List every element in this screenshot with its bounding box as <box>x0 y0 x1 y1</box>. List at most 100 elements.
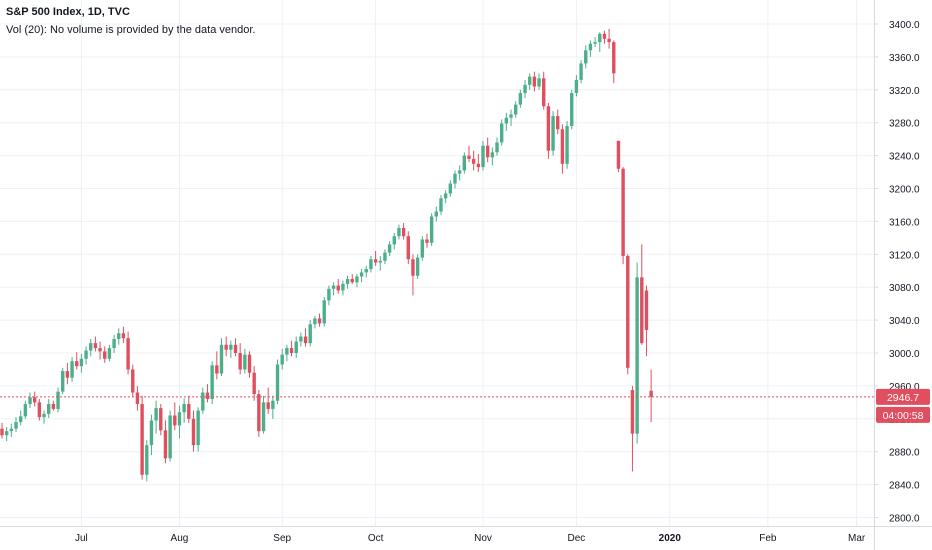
candle[interactable] <box>644 285 649 357</box>
candle[interactable] <box>126 331 130 375</box>
candle[interactable] <box>593 37 597 48</box>
candle[interactable] <box>336 278 340 294</box>
candle[interactable] <box>163 420 168 464</box>
candle[interactable] <box>514 101 518 118</box>
candle[interactable] <box>364 265 368 278</box>
candle[interactable] <box>411 254 415 296</box>
candle[interactable] <box>457 165 462 181</box>
candle[interactable] <box>635 262 639 444</box>
candle[interactable] <box>383 249 387 265</box>
candle[interactable] <box>18 410 23 426</box>
candle[interactable] <box>47 399 51 418</box>
candle[interactable] <box>131 364 135 398</box>
candle[interactable] <box>191 410 196 452</box>
candle[interactable] <box>640 244 644 345</box>
candle[interactable] <box>425 233 429 248</box>
candle[interactable] <box>584 45 588 69</box>
candle[interactable] <box>4 427 9 442</box>
candle[interactable] <box>621 167 625 265</box>
candle[interactable] <box>588 40 593 57</box>
candle[interactable] <box>289 340 294 357</box>
candle[interactable] <box>159 403 163 436</box>
candle[interactable] <box>112 334 116 353</box>
candle[interactable] <box>630 385 635 472</box>
candle[interactable] <box>443 190 448 204</box>
time-axis[interactable]: Jul Aug Sep Oct Nov Dec 2020 Feb Mar <box>75 533 866 544</box>
candle[interactable] <box>406 231 410 265</box>
candle[interactable] <box>42 410 46 424</box>
candle[interactable] <box>117 328 121 345</box>
candle[interactable] <box>327 285 331 306</box>
candle[interactable] <box>173 402 177 431</box>
candle[interactable] <box>70 357 74 382</box>
candle[interactable] <box>551 111 555 156</box>
candle[interactable] <box>294 336 298 358</box>
candle[interactable] <box>481 140 485 171</box>
candle[interactable] <box>350 274 354 284</box>
candle[interactable] <box>229 340 233 358</box>
candle[interactable] <box>495 137 499 156</box>
candle[interactable] <box>233 338 238 357</box>
candle[interactable] <box>56 387 60 413</box>
candle[interactable] <box>224 336 228 357</box>
candle[interactable] <box>243 348 247 374</box>
candle[interactable] <box>285 344 289 362</box>
candle[interactable] <box>51 400 56 411</box>
candle[interactable] <box>420 236 424 261</box>
candle[interactable] <box>467 145 471 163</box>
candle[interactable] <box>471 150 476 171</box>
candle[interactable] <box>257 390 261 437</box>
candle[interactable] <box>415 254 420 279</box>
candle[interactable] <box>149 414 154 455</box>
candle[interactable] <box>135 385 140 411</box>
candle[interactable] <box>103 346 107 363</box>
candle[interactable] <box>434 206 439 222</box>
candle[interactable] <box>252 366 256 401</box>
candle[interactable] <box>542 71 546 110</box>
candle[interactable] <box>219 338 224 377</box>
candle[interactable] <box>518 89 523 108</box>
candle[interactable] <box>75 352 79 370</box>
candle[interactable] <box>238 343 242 375</box>
candle[interactable] <box>429 213 434 247</box>
candle[interactable] <box>322 297 326 327</box>
candle[interactable] <box>556 109 560 135</box>
candle[interactable] <box>439 195 443 215</box>
candle[interactable] <box>490 147 495 166</box>
candle[interactable] <box>504 112 509 131</box>
candle[interactable] <box>210 361 214 404</box>
candle[interactable] <box>84 346 88 365</box>
candle[interactable] <box>373 251 378 266</box>
candle[interactable] <box>528 73 532 90</box>
candle[interactable] <box>14 417 18 432</box>
candle[interactable] <box>28 392 32 409</box>
candle[interactable] <box>89 339 93 357</box>
candle[interactable] <box>23 400 28 419</box>
candle[interactable] <box>280 348 284 370</box>
candle[interactable] <box>261 395 266 434</box>
candle[interactable] <box>107 344 112 362</box>
candle[interactable] <box>546 102 551 159</box>
candle[interactable] <box>331 282 336 296</box>
candle[interactable] <box>121 326 126 344</box>
candle[interactable] <box>387 241 392 256</box>
candle[interactable] <box>154 400 158 434</box>
candle[interactable] <box>602 30 607 44</box>
candle[interactable] <box>355 274 359 288</box>
candle[interactable] <box>65 362 70 385</box>
candle[interactable] <box>574 74 579 97</box>
candle[interactable] <box>266 387 270 414</box>
candle[interactable] <box>9 423 14 437</box>
candle[interactable] <box>93 336 98 352</box>
candle[interactable] <box>392 232 396 250</box>
candle[interactable] <box>570 89 574 130</box>
candle[interactable] <box>612 40 616 84</box>
candle[interactable] <box>98 341 102 360</box>
candle[interactable] <box>61 367 65 395</box>
candle[interactable] <box>313 315 317 329</box>
candle[interactable] <box>37 399 42 421</box>
candle[interactable] <box>485 137 490 163</box>
candle[interactable] <box>401 223 406 240</box>
candle[interactable] <box>215 351 219 380</box>
candle[interactable] <box>32 391 37 407</box>
